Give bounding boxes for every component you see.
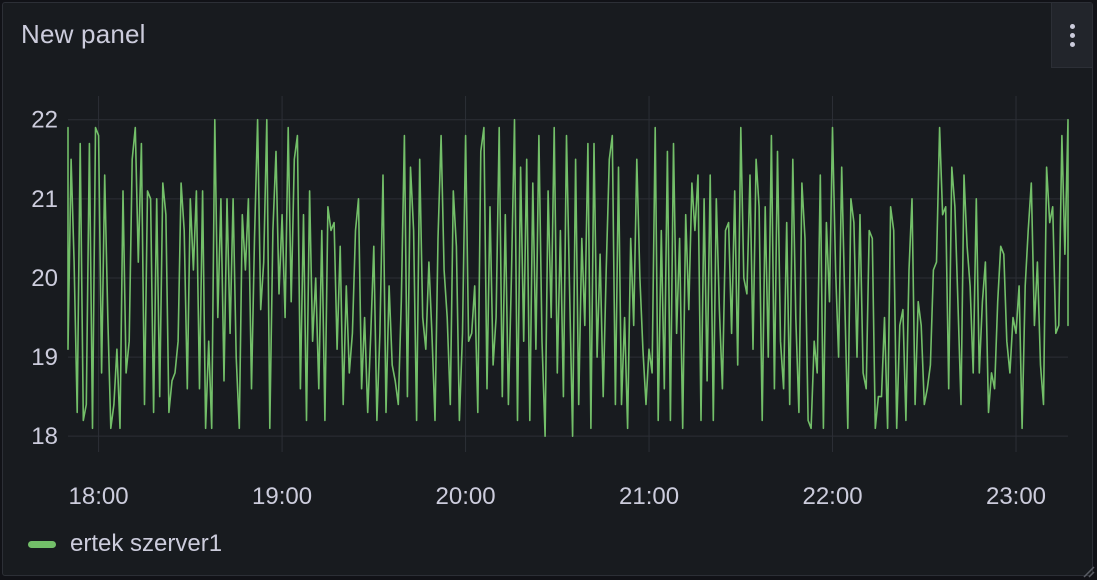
x-tick-label: 21:00 [619,483,679,510]
legend-swatch [28,540,56,548]
y-tick-label: 22 [31,107,58,134]
chart-grid [68,96,1068,452]
y-tick-label: 18 [31,423,58,450]
x-tick-label: 22:00 [802,483,862,510]
kebab-dot-2 [1069,32,1075,38]
resize-handle-icon[interactable] [1081,564,1095,578]
y-axis: 18 19 20 21 22 [31,107,58,450]
legend-label: ertek szerver1 [70,530,223,557]
x-tick-label: 20:00 [436,483,496,510]
x-tick-label: 18:00 [69,483,129,510]
kebab-dot-1 [1069,23,1075,29]
chart-series [67,118,1069,438]
x-tick-label: 23:00 [986,483,1046,510]
x-axis: 18:00 19:00 20:00 21:00 22:00 23:00 [69,483,1046,510]
legend-item[interactable]: ertek szerver1 [28,530,222,558]
y-tick-label: 20 [31,265,58,292]
y-tick-label: 21 [31,186,58,213]
kebab-dot-3 [1069,41,1075,47]
y-tick-label: 19 [31,344,58,371]
series-line-ertek-szerver1[interactable] [67,118,1069,438]
x-tick-label: 19:00 [252,483,312,510]
panel-menu-button[interactable] [1051,3,1092,68]
panel-title[interactable]: New panel [21,19,146,49]
